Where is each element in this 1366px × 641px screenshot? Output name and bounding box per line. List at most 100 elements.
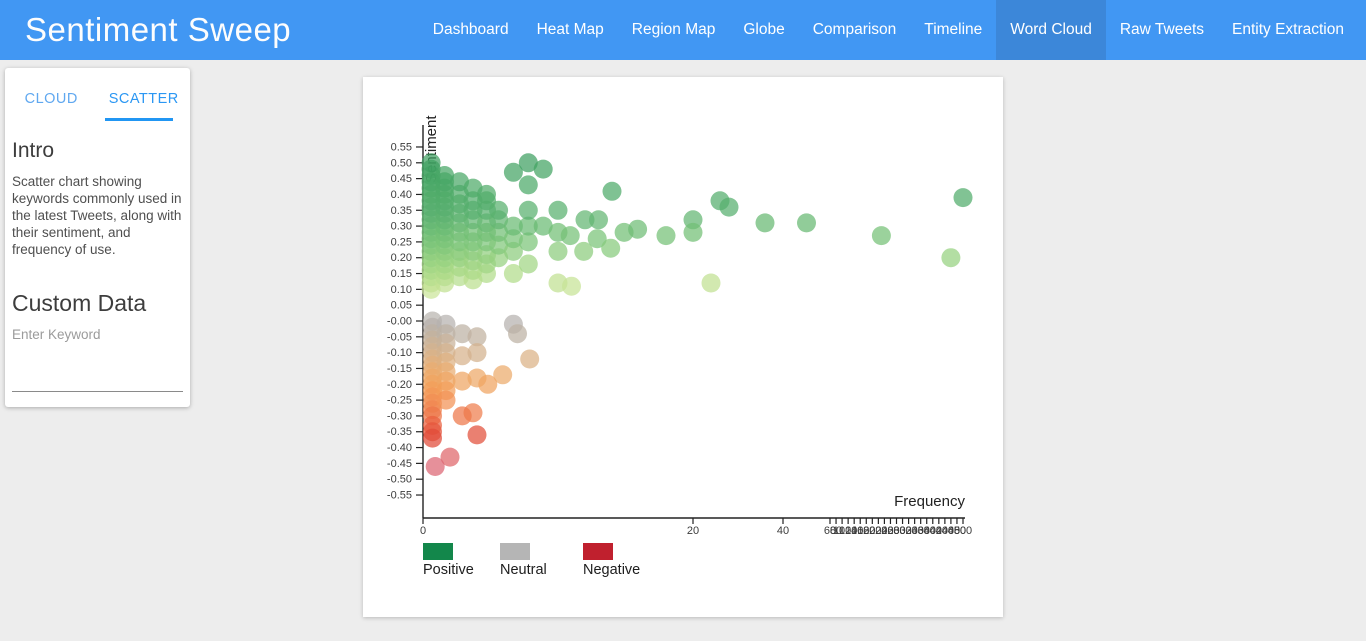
legend-swatch-positive (423, 543, 453, 560)
y-tick-label: 0.05 (391, 300, 412, 312)
x-tick-label: 480 (948, 525, 966, 537)
scatter-point[interactable] (562, 276, 581, 296)
nav-item-entity-extraction[interactable]: Entity Extraction (1232, 21, 1344, 38)
x-tick-label: 280 (887, 525, 905, 537)
scatter-point[interactable] (518, 254, 538, 274)
intro-description: Scatter chart showing keywords commonly … (12, 174, 182, 257)
scatter-point[interactable] (503, 216, 523, 236)
nav-item-timeline[interactable]: Timeline (924, 21, 983, 38)
keyword-input[interactable] (12, 342, 183, 392)
y-tick-label: 0.20 (391, 252, 412, 264)
y-tick-label: -0.30 (387, 410, 412, 422)
y-tick-label: -0.20 (387, 379, 412, 391)
scatter-point[interactable] (503, 162, 523, 182)
scatter-point[interactable] (452, 371, 472, 391)
y-tick-label: -0.10 (387, 347, 412, 359)
scatter-point[interactable] (467, 327, 487, 347)
scatter-point[interactable] (421, 153, 441, 173)
x-tick-label: 160 (851, 525, 869, 537)
x-tick-label: 100 (833, 525, 851, 537)
scatter-point[interactable] (452, 346, 472, 366)
legend-label-positive: Positive (423, 562, 474, 578)
scatter-point[interactable] (478, 374, 498, 394)
scatter-point[interactable] (871, 226, 891, 246)
scatter-point[interactable] (533, 216, 553, 236)
scatter-point[interactable] (587, 229, 607, 249)
scatter-point[interactable] (467, 343, 487, 363)
y-tick-label: -0.50 (387, 474, 412, 486)
x-tick-label: 140 (845, 525, 863, 537)
app-title: Sentiment Sweep (25, 11, 292, 48)
x-tick-label: 60 (824, 525, 836, 537)
scatter-point[interactable] (518, 216, 538, 236)
scatter-point[interactable] (560, 226, 580, 246)
sidebar-card: CLOUD SCATTER Intro Scatter chart showin… (5, 68, 190, 407)
tab-cloud[interactable]: CLOUD (24, 90, 78, 107)
scatter-point[interactable] (574, 241, 594, 261)
scatter-point[interactable] (489, 200, 509, 220)
legend-swatch-negative (583, 543, 613, 560)
y-tick-label: -0.00 (387, 316, 412, 328)
main-content: CLOUD SCATTER Intro Scatter chart showin… (0, 60, 1366, 641)
scatter-point[interactable] (467, 425, 487, 445)
scatter-point[interactable] (602, 181, 622, 201)
active-tab-underline (105, 118, 173, 121)
scatter-point[interactable] (656, 226, 676, 246)
scatter-point[interactable] (503, 264, 523, 283)
scatter-point[interactable] (755, 213, 775, 233)
scatter-point[interactable] (533, 159, 553, 179)
x-tick-label: 40 (777, 525, 789, 537)
scatter-point[interactable] (941, 248, 961, 268)
nav-item-globe[interactable]: Globe (743, 21, 785, 38)
nav-item-region-map[interactable]: Region Map (631, 21, 716, 38)
x-tick-label: 460 (942, 525, 960, 537)
y-tick-label: 0.35 (391, 205, 412, 217)
y-tick-label: 0.10 (391, 284, 412, 296)
x-tick-label: 300 (893, 525, 911, 537)
scatter-point[interactable] (425, 457, 445, 476)
scatter-point[interactable] (477, 184, 496, 204)
scatter-point[interactable] (518, 200, 538, 220)
scatter-point[interactable] (493, 365, 513, 385)
legend-label-negative: Negative (583, 562, 640, 578)
scatter-point[interactable] (589, 210, 608, 230)
scatter-point[interactable] (508, 324, 527, 344)
x-tick-label: 120 (839, 525, 857, 537)
x-tick-label: 440 (936, 525, 954, 537)
scatter-point[interactable] (452, 324, 472, 344)
nav-item-dashboard[interactable]: Dashboard (432, 21, 509, 38)
y-tick-label: 0.50 (391, 157, 412, 169)
scatter-point[interactable] (701, 273, 721, 293)
y-tick-label: -0.45 (387, 458, 412, 470)
y-tick-label: -0.55 (387, 490, 412, 502)
x-tick-label: 260 (881, 525, 899, 537)
x-tick-label: 340 (905, 525, 923, 537)
scatter-point[interactable] (452, 406, 472, 426)
sentiment-scatter-chart: 0.55 0.50 0.45 0.40 0.35 0.30 0.25 0.20 0.15 0.10… (387, 115, 973, 578)
scatter-point[interactable] (601, 238, 621, 258)
scatter-point[interactable] (683, 222, 703, 242)
nav-item-raw-tweets[interactable]: Raw Tweets (1119, 21, 1204, 38)
scatter-point[interactable] (719, 197, 739, 217)
scatter-point[interactable] (548, 241, 568, 261)
scatter-point[interactable] (436, 390, 456, 410)
scatter-point[interactable] (548, 200, 568, 220)
nav-item-heat-map[interactable]: Heat Map (536, 21, 604, 38)
scatter-point[interactable] (797, 213, 816, 233)
nav-item-comparison[interactable]: Comparison (812, 21, 897, 38)
y-tick-label: 0.55 (391, 141, 412, 153)
scatter-point[interactable] (628, 219, 648, 239)
sidebar-tabs: CLOUD SCATTER (5, 68, 190, 121)
scatter-point[interactable] (953, 188, 973, 208)
scatter-point[interactable] (518, 175, 538, 195)
scatter-point[interactable] (440, 447, 460, 467)
scatter-point[interactable] (518, 153, 538, 173)
scatter-point[interactable] (518, 232, 538, 252)
x-tick-label: 380 (918, 525, 936, 537)
scatter-point[interactable] (575, 210, 595, 230)
scatter-point[interactable] (520, 349, 540, 369)
tab-scatter[interactable]: SCATTER (108, 90, 179, 107)
nav-item-word-cloud[interactable]: Word Cloud (996, 0, 1106, 60)
scatter-point[interactable] (423, 428, 442, 448)
scatter-point[interactable] (435, 166, 455, 185)
